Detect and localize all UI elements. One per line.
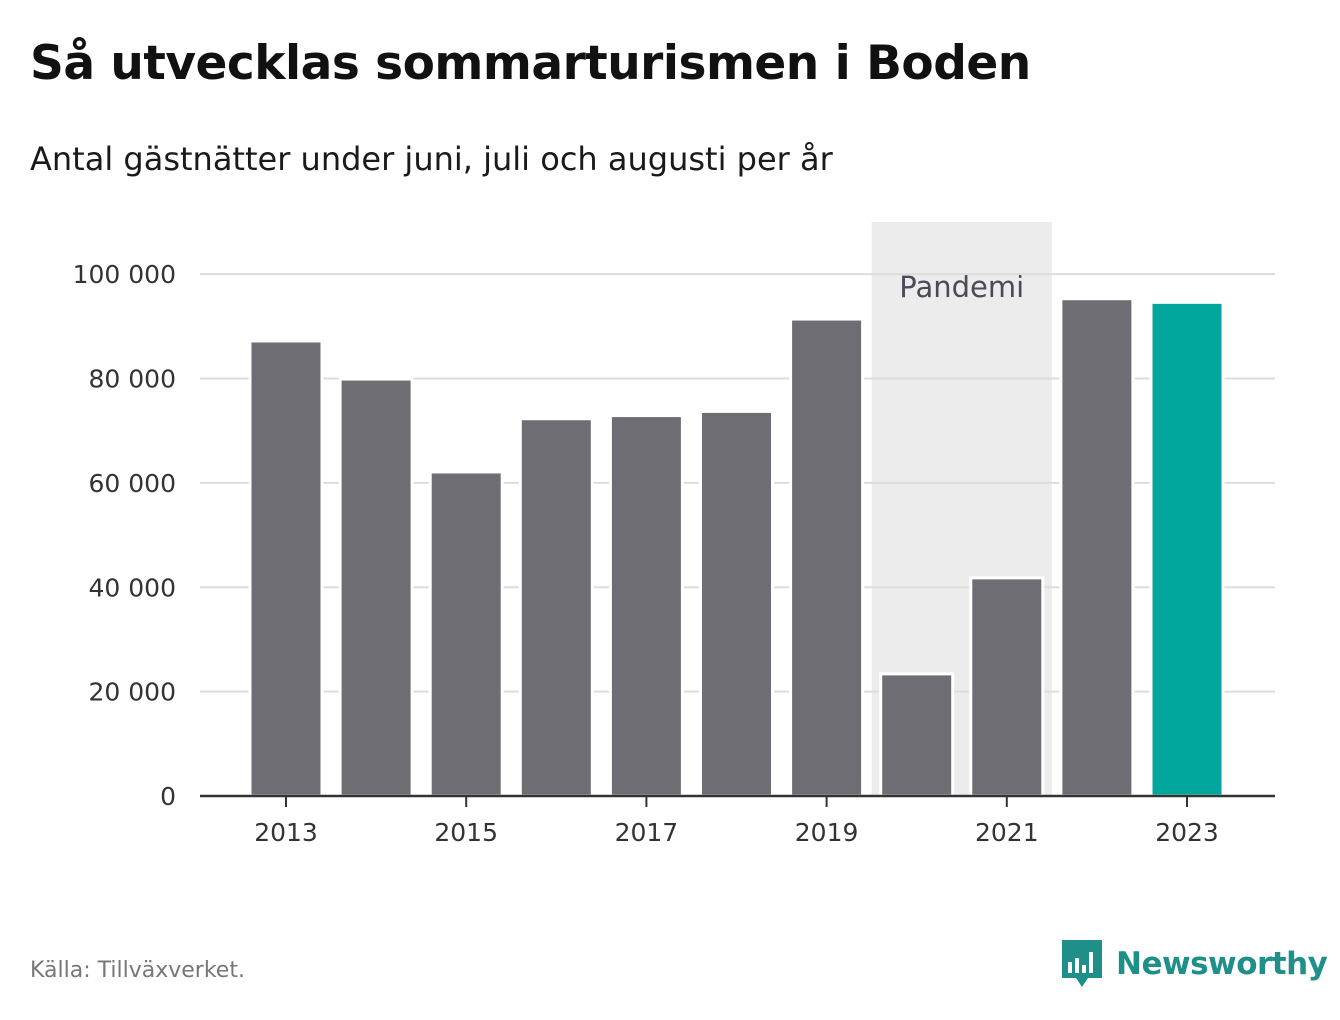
source-note: Källa: Tillväxverket. <box>30 958 245 983</box>
bar-2016 <box>518 417 594 798</box>
axis-layer <box>200 794 1275 807</box>
y-tick-label: 40 000 <box>89 573 176 602</box>
pandemic-band-label: Pandemi <box>899 270 1024 304</box>
bar-2013 <box>248 339 324 798</box>
y-tick-label: 80 000 <box>89 365 176 394</box>
x-tick-label: 2017 <box>615 818 679 847</box>
bar-2023 <box>1149 300 1225 798</box>
bar-2019 <box>789 317 865 798</box>
tick-label-layer: 0 20 000 40 000 60 000 80 000 100 000 2013 2015… <box>73 260 1219 847</box>
y-tick-label: 0 <box>160 782 176 811</box>
x-tick-label: 2015 <box>434 818 498 847</box>
bar-2020 <box>879 672 955 798</box>
bar-chart: Pandemi 0 20 000 40 000 60 000 80 000 100 000… <box>73 222 1275 847</box>
x-tick-label: 2013 <box>254 818 318 847</box>
x-tick-label: 2021 <box>975 818 1039 847</box>
bar-2021 <box>969 576 1045 798</box>
x-tick-label: 2023 <box>1155 818 1219 847</box>
y-tick-label: 20 000 <box>89 678 176 707</box>
bar-2014 <box>338 377 414 798</box>
chart-subtitle: Antal gästnätter under juni, juli och au… <box>30 140 833 178</box>
y-tick-label: 100 000 <box>73 260 176 289</box>
bar-2017 <box>608 414 684 798</box>
brand-logo[interactable]: Newsworthy <box>1062 940 1328 988</box>
bar-chart-speech-bubble-icon <box>1062 940 1102 987</box>
x-tick-label: 2019 <box>795 818 859 847</box>
chart-title: Så utvecklas sommarturismen i Boden <box>30 36 1031 91</box>
brand-name: Newsworthy <box>1116 946 1328 982</box>
bar-2015 <box>428 470 504 798</box>
bar-layer <box>248 297 1225 798</box>
bar-2018 <box>699 409 774 798</box>
y-tick-label: 60 000 <box>89 469 176 498</box>
bar-2022 <box>1059 297 1135 798</box>
